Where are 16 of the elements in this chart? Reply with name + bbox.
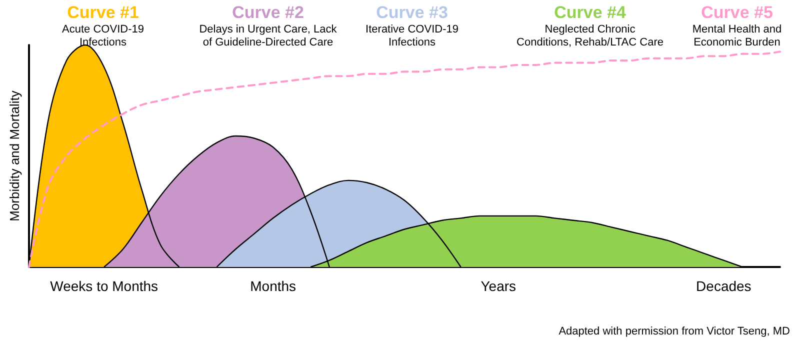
annotation: Iterative COVID-19 Infections xyxy=(366,24,458,48)
x-tick-label: Months xyxy=(250,278,296,294)
text: Curve #4 xyxy=(554,3,626,22)
text: Curve #2 xyxy=(232,3,304,22)
x-tick-label: Weeks to Months xyxy=(50,278,158,294)
series-label: Curve #1 xyxy=(67,3,139,22)
annotation: Delays in Urgent Care, Lack of Guideline-Directed Care xyxy=(199,24,338,48)
text: Adapted with permission from Victor Tseng, MD xyxy=(558,326,790,338)
text: Curve #3 xyxy=(376,3,448,22)
series-label: Curve #5 xyxy=(701,3,773,22)
annotation: Acute COVID-19 Infections xyxy=(62,24,144,48)
x-tick-label: Years xyxy=(480,278,516,294)
annotation: Mental Health and Economic Burden xyxy=(692,24,782,48)
x-tick-label: Decades xyxy=(696,278,752,294)
y-axis-title: Morbidity and Mortality xyxy=(7,90,22,222)
annotation: Neglected Chronic Conditions, Rehab/LTAC Care xyxy=(516,24,664,48)
